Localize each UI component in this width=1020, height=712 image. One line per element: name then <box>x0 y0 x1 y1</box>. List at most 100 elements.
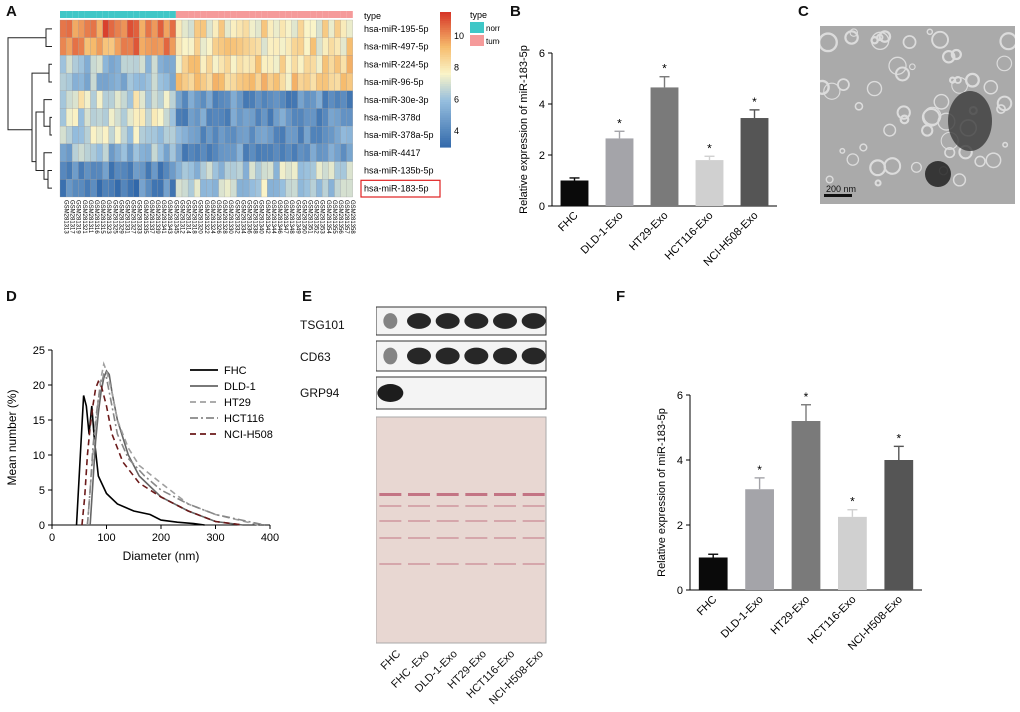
heatmap-cell <box>236 179 244 198</box>
sample-id-label: GSM281326 <box>215 200 221 234</box>
heatmap-cell <box>242 108 250 127</box>
heatmap-cell <box>84 108 91 127</box>
heatmap-cell <box>151 90 158 109</box>
heatmap-cell <box>279 179 286 198</box>
blot-band <box>464 347 489 365</box>
heatmap-cell <box>255 126 262 145</box>
heatmap-cell <box>114 179 122 198</box>
sample-id-label: GSM281327 <box>130 200 136 234</box>
blot-band <box>435 313 460 329</box>
colorbar-segment <box>440 12 451 15</box>
heatmap-cell <box>200 90 207 109</box>
heatmap-cell <box>340 72 347 91</box>
heatmap-cell <box>297 143 305 162</box>
heatmap-cell <box>242 143 250 162</box>
vesicle <box>883 157 902 175</box>
heatmap-cell <box>157 72 164 91</box>
heatmap-cell <box>114 161 122 180</box>
heatmap-cell <box>279 37 286 56</box>
heatmap-cell <box>145 161 152 180</box>
legend-title: type <box>470 10 487 20</box>
heatmap-cell <box>59 143 67 162</box>
type-cell <box>206 11 213 18</box>
sample-id-label: GSM281311 <box>87 200 93 234</box>
heatmap-cell <box>151 161 158 180</box>
heatmap-cell <box>151 179 158 198</box>
heatmap-cell <box>72 108 79 127</box>
x-tick-label: FHC <box>556 210 581 235</box>
heatmap-cell <box>206 179 213 198</box>
type-cell <box>236 11 243 18</box>
heatmap-cell <box>114 55 122 74</box>
vesicle <box>921 107 941 127</box>
sample-id-label: GSM281322 <box>203 200 209 234</box>
heatmap-cell <box>194 126 201 145</box>
type-cell <box>304 11 311 18</box>
heatmap-cell <box>267 37 274 56</box>
heatmap-cell <box>145 143 152 162</box>
significance-mark: * <box>850 495 855 509</box>
type-cell <box>169 11 176 18</box>
heatmap-cell <box>273 55 280 74</box>
heatmap-cell <box>224 19 231 38</box>
colorbar-segment <box>440 70 451 74</box>
heatmap-cell <box>346 126 353 145</box>
heatmap-cell <box>163 19 170 38</box>
blot-band <box>407 347 431 365</box>
heatmap-cell <box>126 179 134 198</box>
x-tick-label: DLD-1-Exo <box>579 210 626 257</box>
heatmap-cell <box>59 126 67 145</box>
heatmap-cell <box>102 143 109 162</box>
legend-label: NCI-H508 <box>224 429 273 441</box>
colorbar-segment <box>440 115 451 119</box>
heatmap-cell <box>59 72 67 91</box>
heatmap-cell <box>181 126 189 145</box>
series-line <box>75 395 205 526</box>
dark-aggregate <box>948 91 992 151</box>
colorbar-segment <box>440 61 451 65</box>
heatmap-cell <box>297 90 305 109</box>
heatmap-cell <box>139 90 146 109</box>
sample-id-label: GSM281335 <box>142 200 148 234</box>
type-cell <box>163 11 170 18</box>
type-cell <box>194 11 201 18</box>
type-cell <box>340 11 347 18</box>
vesicle <box>944 147 956 159</box>
bar <box>884 460 914 590</box>
heatmap-cell <box>230 72 238 91</box>
heatmap-cell <box>285 108 292 127</box>
heatmap-cell <box>65 126 73 145</box>
heatmap-cell <box>175 126 183 145</box>
sample-id-label: GSM281323 <box>105 200 111 234</box>
heatmap-cell <box>285 126 292 145</box>
heatmap-cell <box>96 108 103 127</box>
heatmap-cell <box>175 72 183 91</box>
vesicle <box>899 114 910 125</box>
heatmap-cell <box>340 19 347 38</box>
heatmap-cell <box>84 179 91 198</box>
heatmap-cell <box>291 143 299 162</box>
heatmap-cell <box>224 161 231 180</box>
heatmap-cell <box>267 90 274 109</box>
heatmap-cell <box>102 126 109 145</box>
y-tick-label: 2 <box>539 150 545 162</box>
heatmap-cell <box>255 108 262 127</box>
heatmap-cell <box>169 126 177 145</box>
blot-band <box>383 347 398 365</box>
heatmap-cell <box>65 90 73 109</box>
heatmap-cell <box>206 108 213 127</box>
type-row-label: type <box>364 11 381 21</box>
heatmap-cell <box>322 179 329 198</box>
heatmap-cell <box>157 179 164 198</box>
heatmap-cell <box>187 108 195 127</box>
heatmap-cell <box>285 37 292 56</box>
heatmap-cell <box>84 19 91 38</box>
heatmap-cell <box>273 108 280 127</box>
x-tick-label: 200 <box>152 532 170 544</box>
size-distribution-chart: 0 5 10 15 20 25 0 100 200 300 400 Diameter (nm) Mean… <box>5 345 279 563</box>
blot-strip <box>376 306 547 336</box>
x-tick-label: 0 <box>49 532 55 544</box>
heatmap-cell <box>322 19 329 38</box>
type-cell <box>273 11 280 18</box>
heatmap-cell <box>346 179 353 198</box>
